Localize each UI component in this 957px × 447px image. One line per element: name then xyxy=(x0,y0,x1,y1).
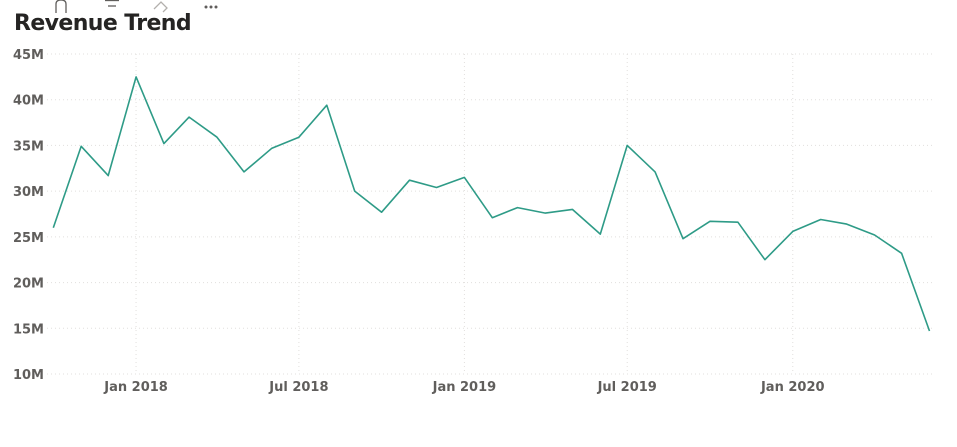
data-point[interactable] xyxy=(652,169,658,175)
data-point[interactable] xyxy=(50,225,56,231)
data-point[interactable] xyxy=(624,142,630,148)
data-point[interactable] xyxy=(899,250,905,256)
series-line[interactable] xyxy=(53,77,929,331)
data-point[interactable] xyxy=(161,141,167,147)
data-point[interactable] xyxy=(296,134,302,140)
data-point[interactable] xyxy=(735,219,741,225)
y-tick-label: 25M xyxy=(13,231,44,246)
data-point[interactable] xyxy=(762,257,768,263)
series-layer xyxy=(50,74,932,334)
data-point[interactable] xyxy=(214,134,220,140)
x-axis: Jan 2018 Jul 2018 Jan 2019 Jul 2019 Jan 2020 xyxy=(103,380,824,395)
data-point[interactable] xyxy=(379,209,385,215)
data-point[interactable] xyxy=(352,188,358,194)
data-point[interactable] xyxy=(407,177,413,183)
data-point[interactable] xyxy=(597,231,603,237)
data-point[interactable] xyxy=(514,205,520,211)
x-tick-label: Jan 2020 xyxy=(760,380,825,395)
data-point[interactable] xyxy=(434,184,440,190)
data-point[interactable] xyxy=(186,114,192,120)
data-point[interactable] xyxy=(105,173,111,179)
x-tick-label: Jan 2018 xyxy=(103,380,168,395)
data-point[interactable] xyxy=(680,236,686,242)
x-tick-label: Jan 2019 xyxy=(432,380,497,395)
y-axis: 10M 15M 20M 25M 30M 35M 40M 45M xyxy=(13,48,44,383)
y-tick-label: 30M xyxy=(13,185,44,200)
data-point[interactable] xyxy=(241,169,247,175)
data-point[interactable] xyxy=(269,145,275,151)
data-point[interactable] xyxy=(790,228,796,234)
data-point[interactable] xyxy=(324,102,330,108)
y-tick-label: 20M xyxy=(13,277,44,292)
y-tick-label: 35M xyxy=(13,139,44,154)
data-point[interactable] xyxy=(844,221,850,227)
data-point[interactable] xyxy=(927,328,933,334)
y-tick-label: 10M xyxy=(13,368,44,383)
x-tick-label: Jul 2019 xyxy=(597,380,657,395)
data-point[interactable] xyxy=(133,74,139,80)
y-tick-label: 15M xyxy=(13,322,44,337)
x-tick-label: Jul 2018 xyxy=(268,380,328,395)
data-point[interactable] xyxy=(872,232,878,238)
data-point[interactable] xyxy=(78,143,84,149)
y-tick-label: 40M xyxy=(13,94,44,109)
data-point[interactable] xyxy=(818,216,824,222)
data-point[interactable] xyxy=(461,174,467,180)
data-point[interactable] xyxy=(489,215,495,221)
data-point[interactable] xyxy=(542,210,548,216)
y-tick-label: 45M xyxy=(13,48,44,63)
data-point[interactable] xyxy=(569,206,575,212)
data-point[interactable] xyxy=(707,218,713,224)
